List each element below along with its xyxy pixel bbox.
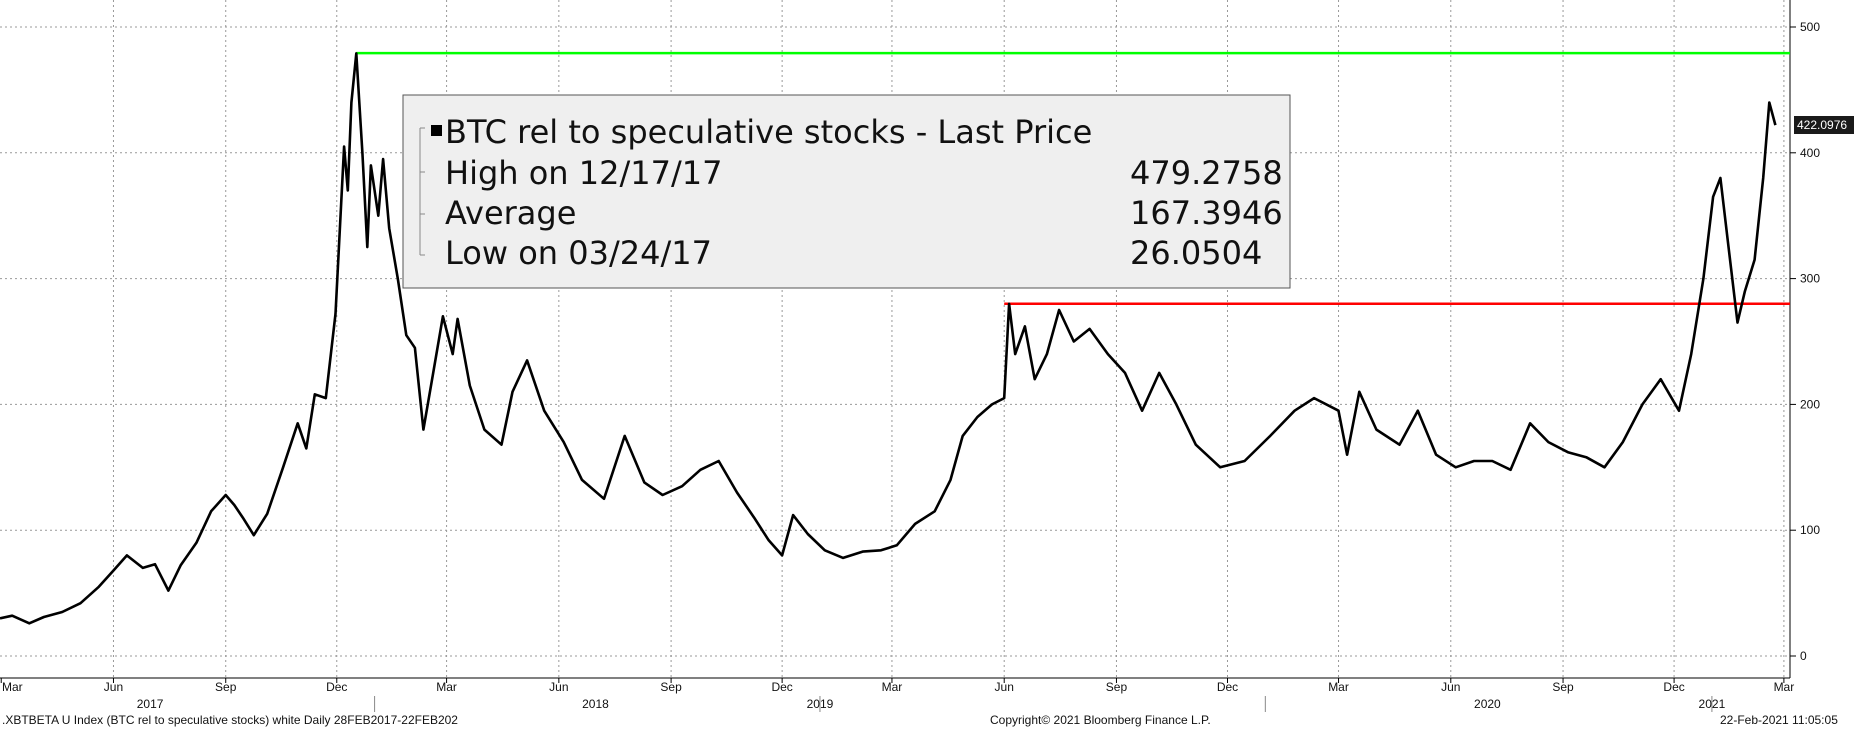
year-label: 2019	[807, 697, 834, 711]
x-tick-label: Mar	[2, 680, 23, 694]
x-tick-label: Mar	[436, 680, 457, 694]
series-line	[0, 52, 1777, 625]
footer-index-description: .XBTBETA U Index (BTC rel to speculative…	[2, 713, 458, 727]
x-tick-label: Jun	[1441, 680, 1460, 694]
y-tick-label: 200	[1800, 397, 1820, 411]
y-tick-label: 400	[1800, 146, 1820, 160]
x-tick-label: Dec	[771, 680, 792, 694]
legend-low-label: Low on 03/24/17	[445, 234, 712, 272]
year-label: 2017	[137, 697, 164, 711]
legend-tree-lines	[419, 127, 425, 256]
legend-series-swatch	[431, 125, 442, 136]
x-tick-label: Dec	[1217, 680, 1238, 694]
series	[0, 52, 1777, 625]
legend-average-value: 167.3946	[1130, 194, 1283, 232]
last-price-tag-background	[1794, 116, 1854, 135]
x-tick-label: Sep	[1106, 680, 1128, 694]
footer-timestamp: 22-Feb-2021 11:05:05	[1720, 713, 1838, 727]
x-tick-label: Sep	[660, 680, 682, 694]
year-label: 2018	[582, 697, 609, 711]
x-tick-label: Mar	[1328, 680, 1349, 694]
legend-high-value: 479.2758	[1130, 154, 1283, 192]
x-tick-label: Sep	[1552, 680, 1574, 694]
reference-lines	[356, 51, 1790, 306]
x-tick-label: Dec	[326, 680, 347, 694]
year-label: 2021	[1699, 697, 1726, 711]
footer-copyright: Copyright© 2021 Bloomberg Finance L.P.	[990, 713, 1211, 727]
legend-high-label: High on 12/17/17	[445, 154, 722, 192]
legend-title: BTC rel to speculative stocks - Last Pri…	[445, 113, 1092, 151]
y-tick-label: 500	[1800, 20, 1820, 34]
x-tick-label: Jun	[104, 680, 123, 694]
x-tick-label: Mar	[1774, 680, 1795, 694]
legend-low-value: 26.0504	[1130, 234, 1262, 272]
y-tick-label: 100	[1800, 523, 1820, 537]
x-tick-label: Mar	[882, 680, 903, 694]
axes: 0 100 200 300 400 500 Mar Jun Sep Dec Mar Jun Sep Dec…	[0, 0, 1820, 712]
last-price-value: 422.0976	[1797, 118, 1847, 132]
last-price-tag: 422.0976	[1794, 116, 1854, 135]
x-tick-label: Sep	[215, 680, 237, 694]
footer: .XBTBETA U Index (BTC rel to speculative…	[2, 713, 1838, 727]
legend-background	[402, 94, 1291, 289]
y-tick-label: 300	[1800, 272, 1820, 286]
legend: BTC rel to speculative stocks - Last Pri…	[402, 94, 1291, 289]
legend-average-label: Average	[445, 194, 576, 232]
x-tick-label: Jun	[995, 680, 1014, 694]
x-tick-label: Jun	[549, 680, 568, 694]
x-tick-label: Dec	[1663, 680, 1684, 694]
year-label: 2020	[1474, 697, 1501, 711]
y-tick-label: 0	[1800, 649, 1807, 663]
